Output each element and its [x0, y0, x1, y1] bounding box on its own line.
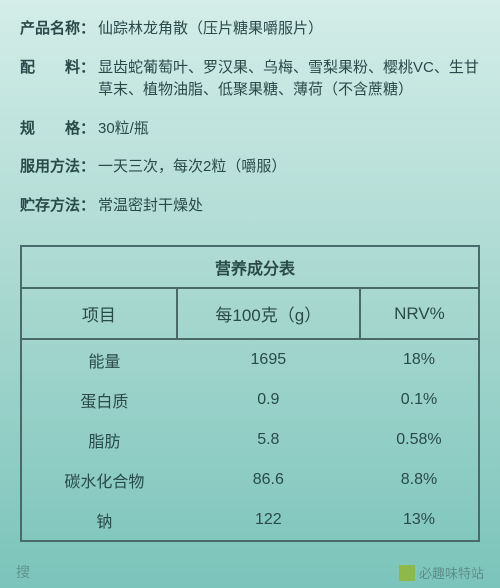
cell-nrv: 0.58% [360, 420, 479, 460]
table-row: 碳水化合物 86.6 8.8% [21, 460, 479, 500]
cell-per100g: 0.9 [177, 380, 360, 420]
storage-label: 贮存方法： [20, 195, 98, 218]
table-row: 蛋白质 0.9 0.1% [21, 380, 479, 420]
cell-per100g: 1695 [177, 339, 360, 380]
cell-item: 脂肪 [21, 420, 177, 460]
watermark-left: 搜 [16, 562, 30, 582]
storage-row: 贮存方法： 常温密封干燥处 [20, 195, 480, 218]
ingredients-row: 配 料： 显齿蛇葡萄叶、罗汉果、乌梅、雪梨果粉、樱桃VC、生甘草末、植物油脂、低… [20, 57, 480, 102]
watermark-right: 必趣味特站 [399, 563, 484, 582]
cell-nrv: 18% [360, 339, 479, 380]
table-row: 能量 1695 18% [21, 339, 479, 380]
header-item: 项目 [21, 288, 177, 339]
spec-row: 规 格： 30粒/瓶 [20, 118, 480, 141]
cell-nrv: 0.1% [360, 380, 479, 420]
spec-value: 30粒/瓶 [98, 118, 480, 141]
nutrition-table: 营养成分表 项目 每100克（g） NRV% 能量 1695 18% 蛋白质 0… [20, 245, 480, 542]
product-name-row: 产品名称： 仙踪林龙角散（压片糖果嚼服片） [20, 18, 480, 41]
usage-value: 一天三次，每次2粒（嚼服） [98, 156, 480, 179]
cell-per100g: 86.6 [177, 460, 360, 500]
watermark-icon [399, 565, 415, 581]
table-row: 钠 122 13% [21, 500, 479, 541]
header-nrv: NRV% [360, 288, 479, 339]
product-name-value: 仙踪林龙角散（压片糖果嚼服片） [98, 18, 480, 41]
nutrition-title: 营养成分表 [21, 246, 479, 288]
usage-row: 服用方法： 一天三次，每次2粒（嚼服） [20, 156, 480, 179]
cell-item: 能量 [21, 339, 177, 380]
cell-nrv: 13% [360, 500, 479, 541]
cell-item: 蛋白质 [21, 380, 177, 420]
cell-item: 碳水化合物 [21, 460, 177, 500]
cell-item: 钠 [21, 500, 177, 541]
table-row: 脂肪 5.8 0.58% [21, 420, 479, 460]
nutrition-header-row: 项目 每100克（g） NRV% [21, 288, 479, 339]
cell-per100g: 5.8 [177, 420, 360, 460]
cell-nrv: 8.8% [360, 460, 479, 500]
usage-label: 服用方法： [20, 156, 98, 179]
ingredients-value: 显齿蛇葡萄叶、罗汉果、乌梅、雪梨果粉、樱桃VC、生甘草末、植物油脂、低聚果糖、薄… [98, 57, 480, 102]
storage-value: 常温密封干燥处 [98, 195, 480, 218]
spec-label: 规 格： [20, 118, 98, 141]
header-per100g: 每100克（g） [177, 288, 360, 339]
product-name-label: 产品名称： [20, 18, 98, 41]
cell-per100g: 122 [177, 500, 360, 541]
watermark-text: 必趣味特站 [419, 563, 484, 582]
ingredients-label: 配 料： [20, 57, 98, 102]
